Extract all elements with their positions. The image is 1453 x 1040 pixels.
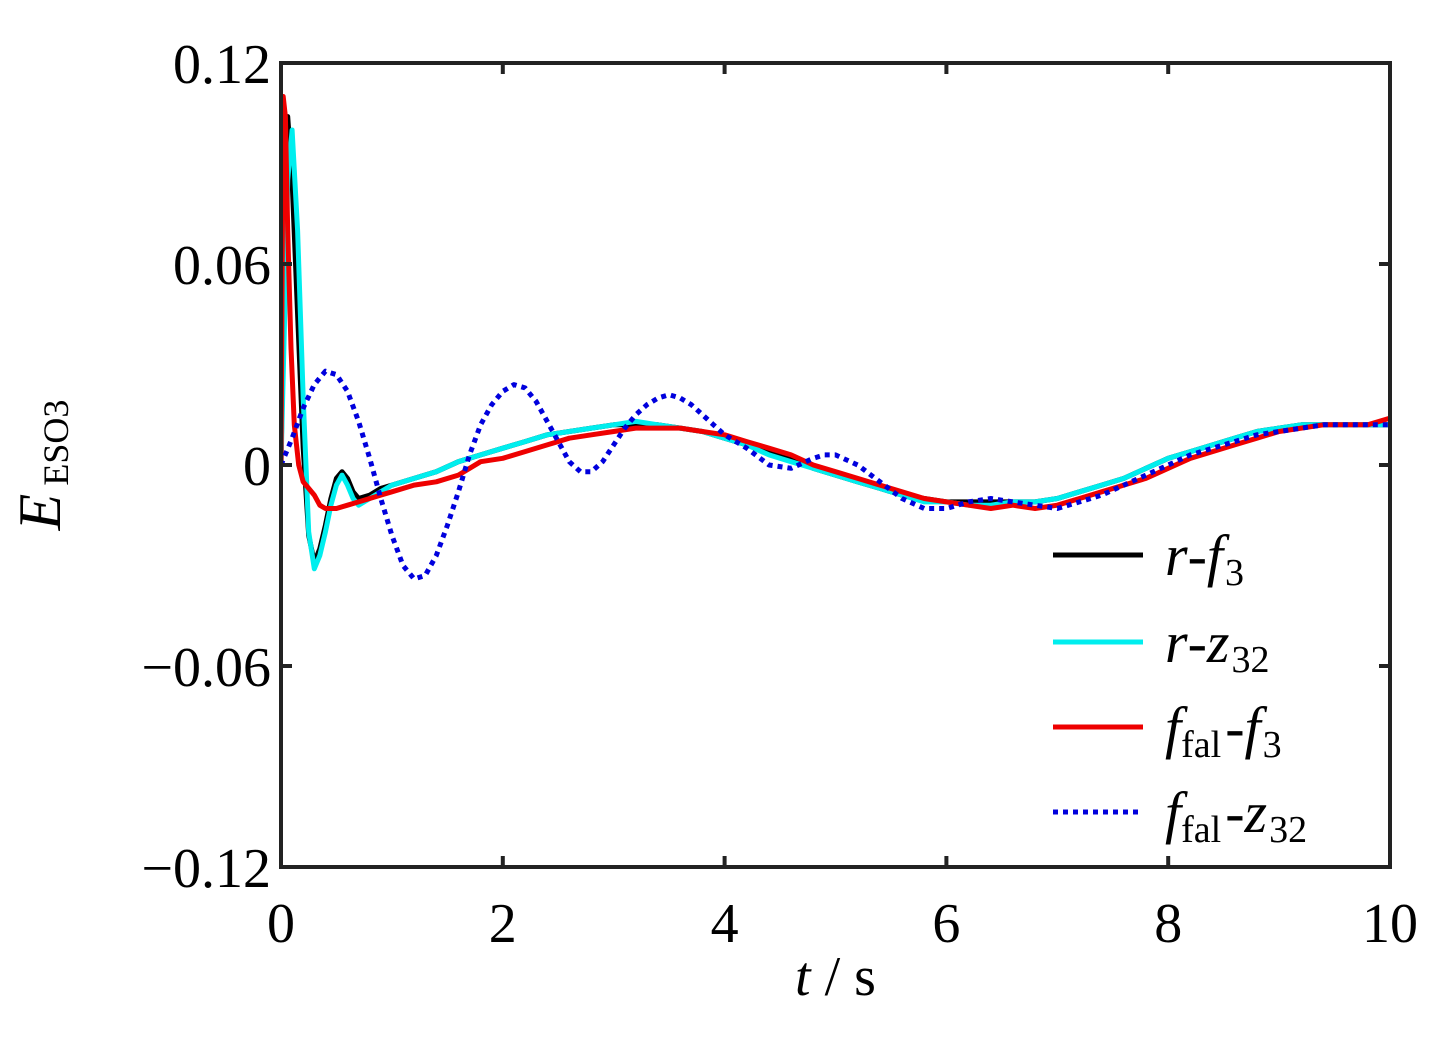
x-axis-variable: t [795,946,812,1008]
x-axis-separator: / [811,946,855,1008]
series-line-r-z32 [281,127,1390,572]
y-axis-subscript: ESO3 [36,400,76,486]
y-axis-main: E [7,494,73,532]
y-tick-label: 0.12 [173,34,271,96]
legend-label: ffal-z32 [1165,780,1307,851]
x-tick-label: 4 [711,893,739,955]
y-tick-label: −0.12 [141,838,271,900]
x-tick-label: 6 [932,893,960,955]
tick-marks [279,61,1392,869]
y-tick-label: −0.06 [141,637,271,699]
x-axis-label: t / s [795,946,876,1008]
legend-label: r-f3 [1165,523,1244,594]
legend: r-f3 r-z32 ffal-f3 ffal-z32 [1053,523,1307,851]
y-tick-label: 0 [243,436,271,498]
svg-text:EESO3: E ESO3 [7,400,76,532]
y-tick-label: 0.06 [173,235,271,297]
series-line-r-f3 [281,114,1390,565]
series-line-ffal-z32 [281,368,1390,582]
x-tick-label: 2 [489,893,517,955]
x-tick-label: 0 [267,893,295,955]
legend-label: r-z32 [1165,610,1269,681]
x-tick-label: 10 [1362,893,1418,955]
series-line-ffal-f3 [281,94,1390,511]
legend-label: ffal-f3 [1165,695,1282,766]
x-tick-label: 8 [1154,893,1182,955]
x-axis-unit: s [854,946,876,1008]
plot-area [281,94,1390,582]
tick-labels: 0 2 4 6 8 10 −0.12 −0.06 0 0.06 0.12 [141,34,1418,955]
y-axis-label: E ESO3 [7,400,76,532]
